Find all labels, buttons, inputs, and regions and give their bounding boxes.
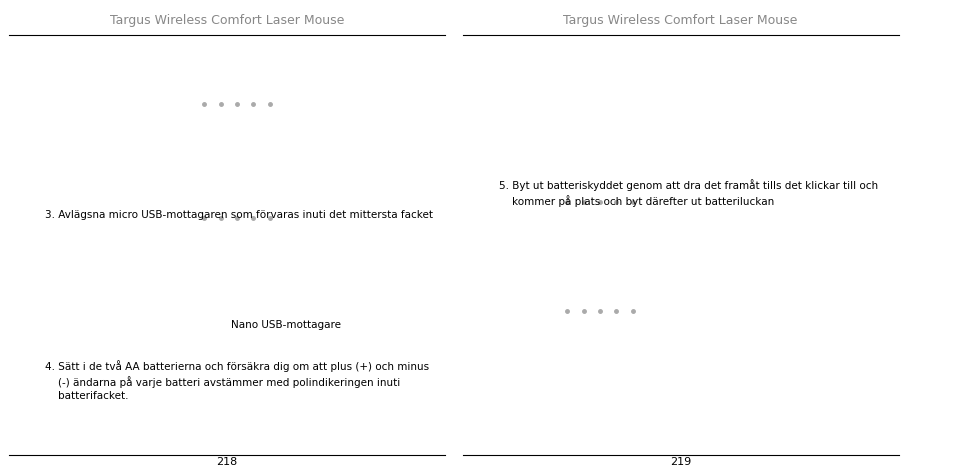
FancyBboxPatch shape bbox=[46, 224, 390, 352]
Text: Targus Wireless Comfort Laser Mouse: Targus Wireless Comfort Laser Mouse bbox=[110, 14, 344, 27]
FancyBboxPatch shape bbox=[46, 29, 390, 181]
Text: 218: 218 bbox=[216, 456, 237, 466]
FancyBboxPatch shape bbox=[472, 19, 671, 152]
Text: Targus Wireless Comfort Laser Mouse: Targus Wireless Comfort Laser Mouse bbox=[563, 14, 797, 27]
FancyBboxPatch shape bbox=[472, 324, 888, 438]
Text: 3. Avlägsna micro USB-mottagaren som förvaras inuti det mittersta facket: 3. Avlägsna micro USB-mottagaren som för… bbox=[46, 209, 433, 219]
Text: 219: 219 bbox=[669, 456, 691, 466]
Text: 5. Byt ut batteriskyddet genom att dra det framåt tills det klickar till och
   : 5. Byt ut batteriskyddet genom att dra d… bbox=[498, 178, 878, 206]
FancyBboxPatch shape bbox=[472, 195, 888, 309]
Text: Nano USB-mottagare: Nano USB-mottagare bbox=[231, 319, 340, 329]
Text: 4. Sätt i de två AA batterierna och försäkra dig om att plus (+) och minus
    (: 4. Sätt i de två AA batterierna och förs… bbox=[46, 359, 429, 400]
